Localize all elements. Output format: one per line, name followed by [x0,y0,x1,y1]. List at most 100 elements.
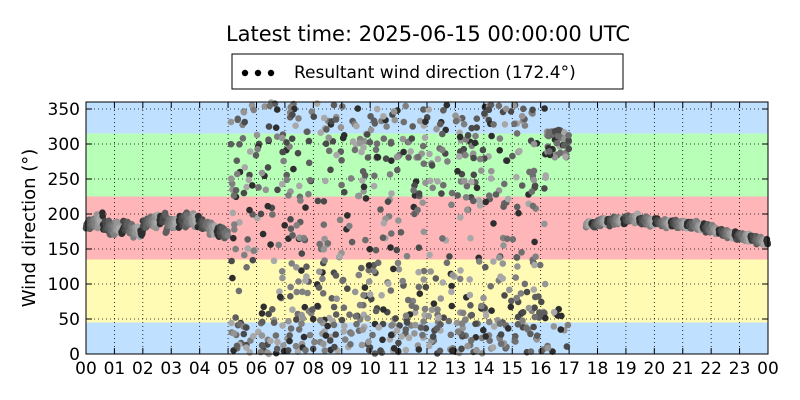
data-point [504,325,512,332]
data-point [541,280,549,288]
data-point [518,112,526,120]
data-point [353,122,360,130]
data-point [538,347,545,355]
data-point [528,188,536,195]
data-point [252,152,260,159]
data-point [440,181,447,189]
data-point [387,140,395,147]
data-point [370,182,378,190]
data-point [388,157,395,164]
data-point [512,274,519,281]
data-point [276,288,283,295]
y-tick-label: 100 [48,275,80,295]
data-point [488,167,495,175]
data-point [490,323,498,330]
data-point [439,235,446,242]
data-point [405,154,412,161]
data-point [324,240,332,247]
data-point [529,202,537,210]
data-point [254,145,261,153]
data-point [260,303,268,311]
data-point [246,349,253,356]
data-point [261,103,269,110]
data-point [360,144,367,151]
data-point [501,121,509,128]
data-point [507,108,515,115]
data-point [325,147,333,155]
data-point [478,167,485,174]
data-point [417,324,425,331]
data-point [338,181,345,189]
data-point [355,192,362,200]
data-point [265,123,273,130]
data-point [259,230,267,238]
data-point [231,226,238,233]
data-point [341,188,348,196]
data-point [433,325,441,332]
data-point [383,123,390,130]
data-point [234,115,242,123]
data-point [531,261,538,269]
data-point [452,117,460,125]
data-point [388,190,395,197]
data-point [514,263,521,270]
x-tick-label: 18 [587,359,609,379]
data-point [372,146,380,153]
data-point [468,311,476,319]
data-point [489,344,497,351]
data-point [316,240,324,248]
data-point [378,292,385,299]
data-point [420,267,428,275]
data-point [440,107,447,114]
data-point [313,100,321,107]
data-point [324,322,332,330]
data-point [531,182,539,189]
data-point [466,291,474,299]
data-point [476,202,484,209]
x-tick-label: 00 [75,359,97,379]
x-tick-label: 15 [501,359,523,379]
data-point [322,332,330,339]
x-tick-label: 03 [160,359,182,379]
data-point [347,341,354,348]
data-point [541,185,548,192]
data-point [523,324,530,332]
data-point [322,140,330,147]
data-point [480,294,487,302]
data-point [269,211,276,218]
data-point [286,337,293,345]
data-point [272,124,280,131]
data-point [380,306,387,313]
data-point [395,266,403,273]
data-point [287,283,294,291]
data-point [362,236,369,244]
data-point [231,221,238,228]
data-point [459,309,467,317]
data-point [530,140,538,148]
data-point [433,125,440,133]
data-point [232,314,239,321]
data-point [558,312,565,320]
data-point [290,165,297,173]
data-point [391,116,399,124]
data-point [387,287,395,294]
data-point [414,206,421,214]
data-point [503,157,511,164]
data-point [415,283,423,291]
data-point [416,117,424,125]
data-point [288,260,296,267]
data-point [351,288,359,296]
data-point [258,332,266,339]
data-point [434,178,441,185]
data-point [244,245,252,252]
data-point [482,198,490,206]
data-point [384,198,392,205]
data-point [515,209,522,217]
data-point [227,175,235,182]
data-point [340,304,348,312]
data-point [454,328,462,335]
data-point [288,135,296,142]
data-point [243,344,250,351]
data-point [545,132,552,140]
